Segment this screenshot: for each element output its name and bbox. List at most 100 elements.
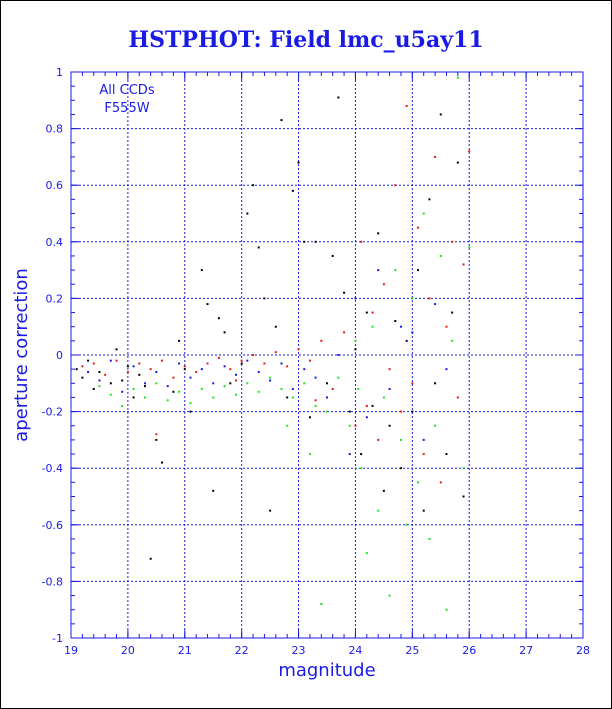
data-point [357,387,360,390]
data-point [132,387,135,390]
data-point [343,291,346,294]
data-point [399,410,402,413]
x-tick-label: 26 [462,644,476,657]
data-point [462,263,465,266]
data-point [337,376,340,379]
data-point [183,365,186,368]
data-point [109,359,112,362]
y-axis-label: aperture correction [11,268,32,442]
y-tick-label: -0.8 [42,575,63,588]
data-point [411,382,414,385]
x-tick-label: 24 [348,644,362,657]
data-point [87,370,90,373]
data-point [382,396,385,399]
data-point [360,240,363,243]
data-point [280,362,283,365]
data-point [166,399,169,402]
data-point [445,608,448,611]
data-point [223,331,226,334]
data-point [399,467,402,470]
data-point [343,331,346,334]
data-point [314,240,317,243]
data-point [377,269,380,272]
data-point [411,297,414,300]
data-point [451,339,454,342]
data-point [121,379,124,382]
data-point [183,368,186,371]
data-point [354,297,357,300]
data-point [314,399,317,402]
data-point [388,594,391,597]
data-point [399,325,402,328]
data-point [240,359,243,362]
grid-lines [71,72,583,638]
data-point [422,438,425,441]
y-tick-label: 0.4 [46,236,64,249]
data-point [348,424,351,427]
data-point [434,303,437,306]
data-point [468,246,471,249]
data-point [439,254,442,257]
data-point [411,410,414,413]
data-point [422,509,425,512]
data-point [320,603,323,606]
data-point [263,362,266,365]
data-point [371,404,374,407]
data-point [320,339,323,342]
data-point [155,382,158,385]
data-point [314,404,317,407]
data-point [388,387,391,390]
data-point [166,385,169,388]
data-point [382,283,385,286]
data-point [132,396,135,399]
data-point [229,382,232,385]
data-point [195,370,198,373]
data-point [297,161,300,164]
data-point [161,461,164,464]
data-point [371,311,374,314]
data-point [257,390,260,393]
data-point [155,433,158,436]
data-point [200,368,203,371]
data-point [422,453,425,456]
data-point [87,359,90,362]
data-point [172,376,175,379]
data-point [280,387,283,390]
data-point [189,410,192,413]
data-point [286,365,289,368]
data-point [326,382,328,385]
data-point [263,297,266,300]
data-point [291,396,294,399]
data-point [348,410,351,413]
data-point [445,325,448,328]
data-point [451,311,454,314]
data-point [200,387,203,390]
data-point [428,198,431,201]
data-point [308,453,311,456]
data-point [394,184,397,187]
data-point [98,385,101,388]
data-point [229,368,232,371]
x-axis-ticks: 19 20 21 22 23 24 25 26 27 28 [64,72,590,657]
data-point [354,424,357,427]
data-point [303,240,306,243]
data-point [354,348,357,351]
data-point [257,246,260,249]
data-point [223,365,226,368]
annotation-ccd: All CCDs [99,83,154,98]
data-point [246,212,249,215]
data-point [331,387,334,390]
y-tick-label: 0.6 [46,179,64,192]
data-point [291,387,294,390]
y-tick-label: -0.2 [42,406,63,419]
data-point [462,467,465,470]
data-point [121,390,124,393]
data-point [462,495,465,498]
data-point [189,402,192,405]
x-tick-label: 21 [178,644,192,657]
data-point [326,410,328,413]
data-point [81,365,84,368]
data-point [291,189,294,192]
y-tick-label: 0 [56,349,63,362]
data-point [377,232,380,235]
